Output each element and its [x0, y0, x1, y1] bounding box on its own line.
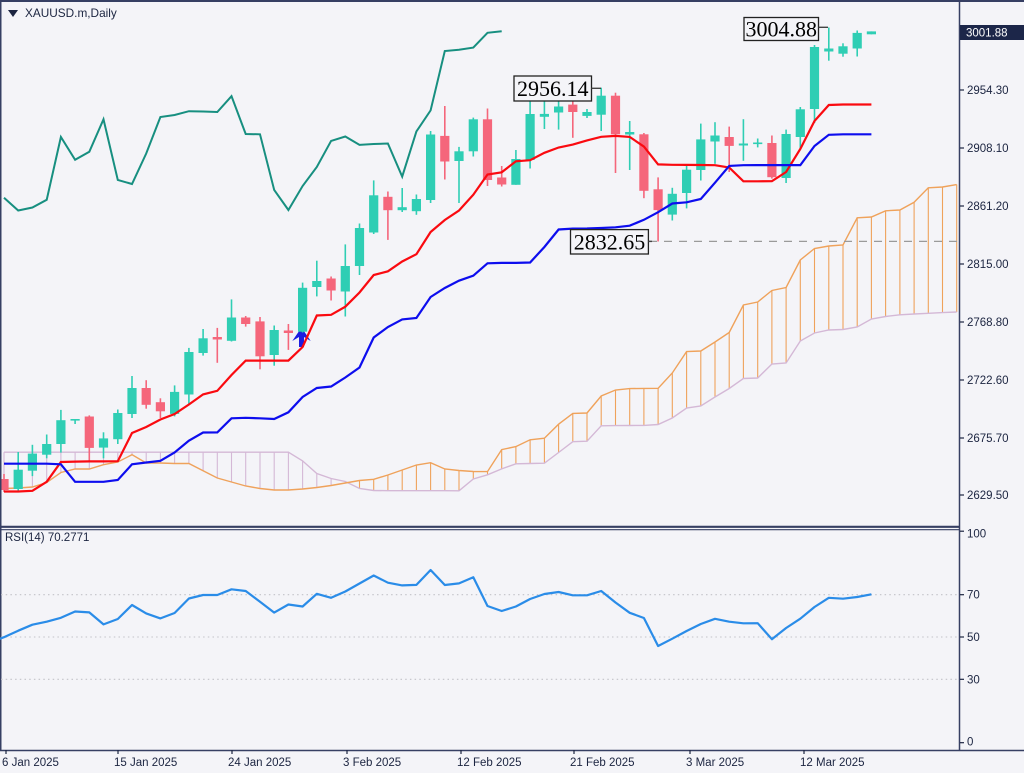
- svg-text:2956.14: 2956.14: [517, 76, 589, 101]
- svg-text:2832.65: 2832.65: [574, 229, 646, 254]
- svg-text:24 Jan 2025: 24 Jan 2025: [228, 757, 291, 769]
- svg-text:2722.60: 2722.60: [967, 375, 1009, 387]
- svg-text:3 Feb 2025: 3 Feb 2025: [343, 757, 401, 769]
- svg-text:2954.30: 2954.30: [967, 85, 1009, 97]
- svg-text:12 Mar 2025: 12 Mar 2025: [800, 757, 865, 769]
- svg-text:3004.88: 3004.88: [746, 17, 818, 42]
- svg-text:3001.88: 3001.88: [966, 28, 1008, 40]
- svg-text:XAUUSD.m,Daily: XAUUSD.m,Daily: [25, 6, 117, 20]
- svg-text:3 Mar 2025: 3 Mar 2025: [686, 757, 744, 769]
- svg-text:70: 70: [967, 590, 980, 602]
- svg-text:15 Jan 2025: 15 Jan 2025: [114, 757, 177, 769]
- svg-text:12 Feb 2025: 12 Feb 2025: [457, 757, 522, 769]
- svg-text:2815.00: 2815.00: [967, 259, 1009, 271]
- svg-text:RSI(14) 70.2771: RSI(14) 70.2771: [5, 532, 89, 544]
- svg-text:50: 50: [967, 632, 980, 644]
- svg-text:2675.70: 2675.70: [967, 433, 1009, 445]
- svg-text:30: 30: [967, 674, 980, 686]
- svg-text:0: 0: [967, 737, 973, 749]
- svg-text:6 Jan 2025: 6 Jan 2025: [2, 757, 59, 769]
- svg-text:2629.50: 2629.50: [967, 490, 1009, 502]
- svg-text:2908.10: 2908.10: [967, 143, 1009, 155]
- svg-text:100: 100: [967, 529, 986, 541]
- svg-text:2768.80: 2768.80: [967, 317, 1009, 329]
- svg-text:21 Feb 2025: 21 Feb 2025: [570, 757, 635, 769]
- svg-text:2861.20: 2861.20: [967, 201, 1009, 213]
